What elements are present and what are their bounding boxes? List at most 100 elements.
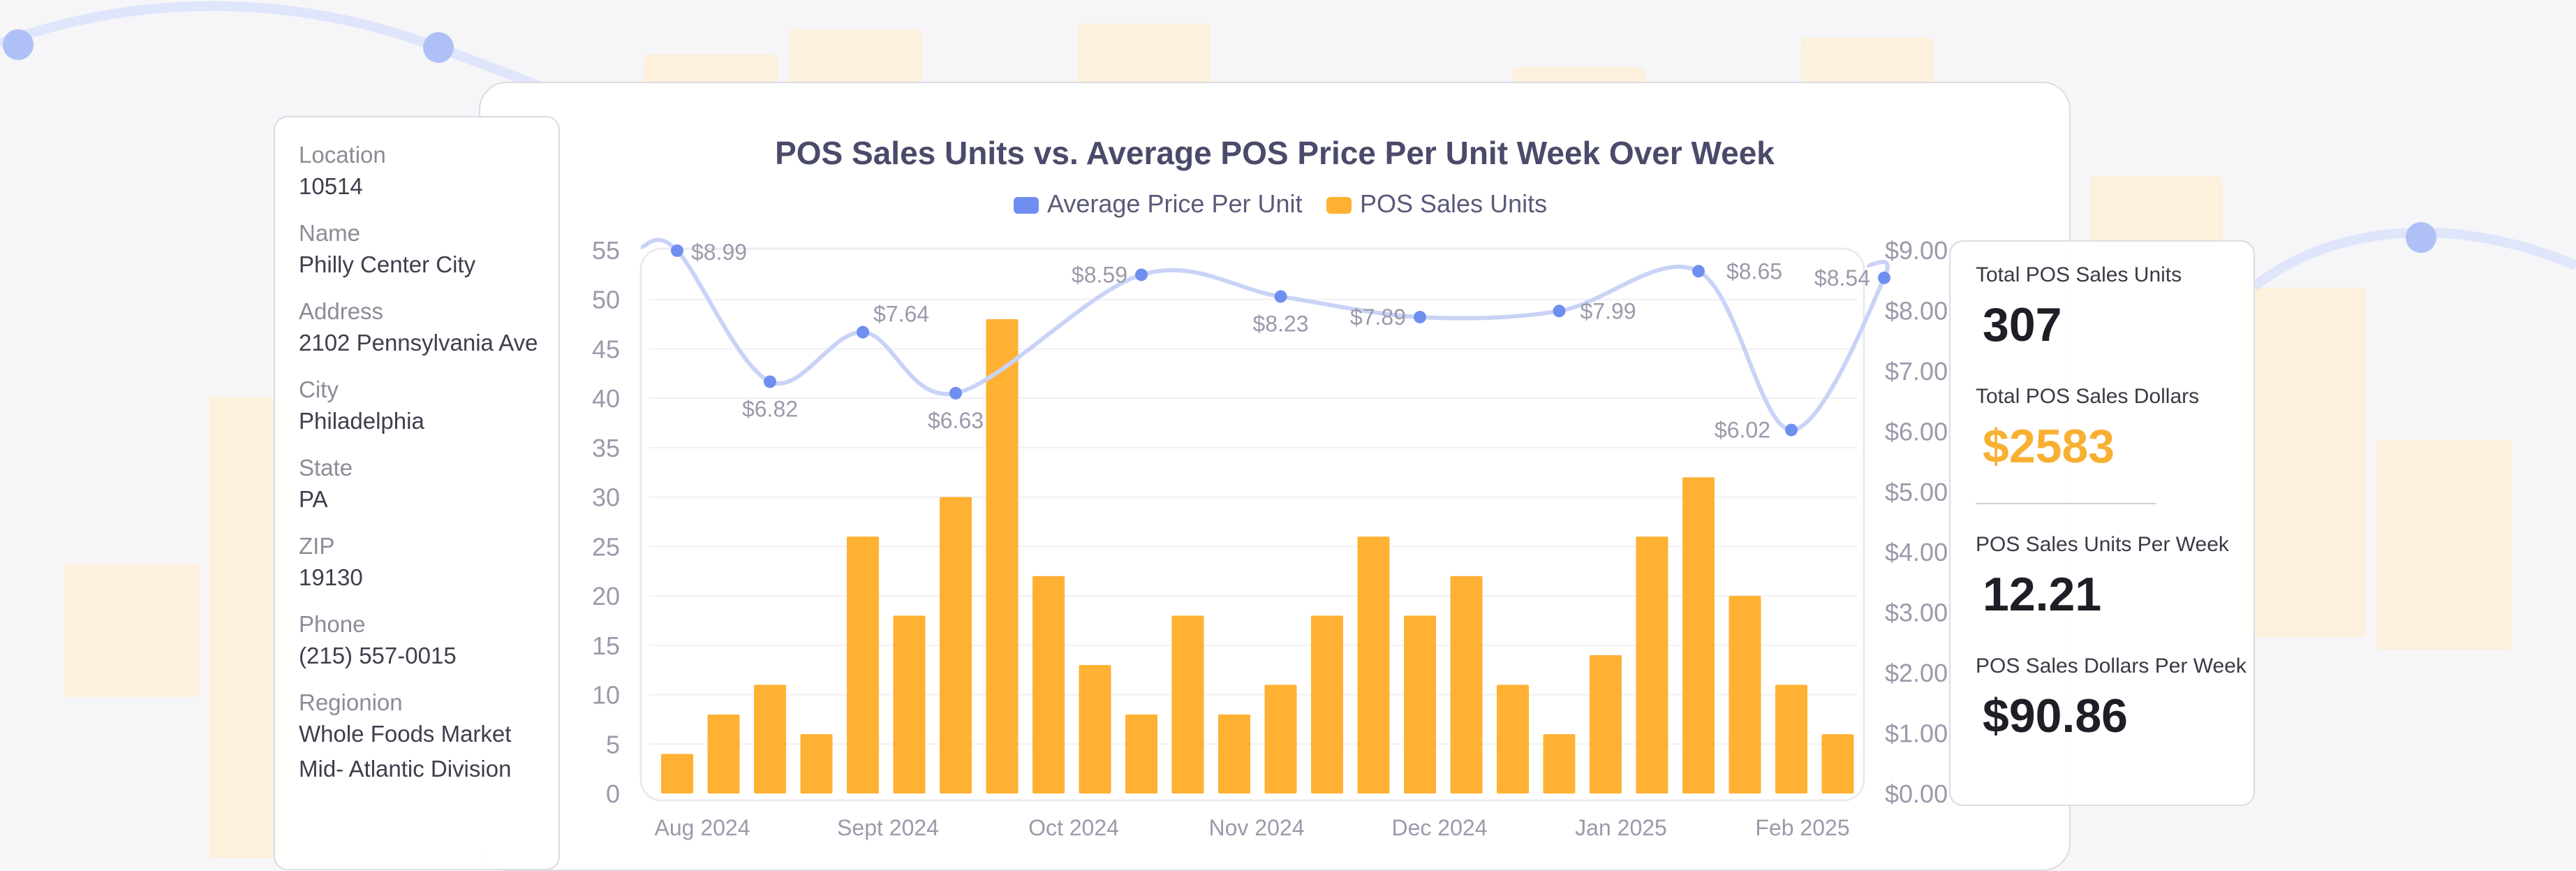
bar (1404, 615, 1436, 793)
y-tick-label: 25 (592, 532, 620, 561)
price-data-label: $7.89 (1350, 305, 1406, 330)
summary-panel: Total POS Sales Units 307 Total POS Sale… (1949, 240, 2255, 806)
price-data-label: $6.82 (742, 396, 798, 421)
price-data-label: $8.54 (1814, 265, 1870, 291)
field-value: 2102 Pennsylvania Ave (299, 330, 538, 356)
bar (800, 734, 833, 793)
bar (1311, 615, 1343, 793)
plot-area (639, 247, 1865, 802)
y2-tick-label: $4.00 (1885, 538, 1948, 566)
price-data-label: $7.99 (1581, 298, 1636, 323)
y-tick-label: 35 (592, 434, 620, 462)
bar (1590, 654, 1622, 793)
units-per-week-label: POS Sales Units Per Week (1976, 533, 2229, 556)
y-tick-label: 55 (592, 236, 620, 265)
y2-tick-label: $8.00 (1885, 296, 1948, 325)
field-label: ZIP (299, 533, 335, 559)
y2-tick-label: $5.00 (1885, 478, 1948, 506)
total-units-value: 307 (1983, 298, 2062, 351)
dollars-per-week-label: POS Sales Dollars Per Week (1976, 654, 2246, 678)
price-data-label: $8.99 (691, 240, 747, 265)
bar (1125, 714, 1157, 793)
bar (986, 319, 1019, 793)
field-value: Philly Center City (299, 251, 476, 277)
field-region: Regionion Whole Foods Market Mid- Atlant… (299, 689, 558, 786)
x-tick-label: Nov 2024 (1209, 815, 1305, 840)
price-point (1553, 305, 1566, 318)
y2-tick-label: $2.00 (1885, 659, 1948, 687)
price-point (1135, 268, 1148, 281)
field-label: Location (299, 142, 386, 168)
bar (1264, 685, 1297, 793)
x-tick-label: Dec 2024 (1392, 815, 1488, 840)
chart-title: POS Sales Units vs. Average POS Price Pe… (775, 135, 1775, 171)
y2-tick-label: $1.00 (1885, 719, 1948, 748)
line-series: $8.99 $6.82 $7.64 $6.63 $8.59 $8.23 $7.89 $7.99… (640, 237, 1890, 443)
price-point (764, 375, 776, 388)
field-label: Address (299, 298, 384, 324)
bar (1682, 477, 1715, 793)
field-value: 10514 (299, 173, 363, 199)
price-point (1692, 265, 1705, 278)
y-tick-label: 50 (592, 286, 620, 314)
legend-swatch-avg-price (1014, 197, 1039, 214)
price-data-label: $8.65 (1726, 258, 1782, 284)
y2-tick-label: $6.00 (1885, 417, 1948, 446)
bar (1032, 576, 1065, 793)
field-label: Name (299, 220, 361, 246)
bar (1729, 596, 1761, 793)
field-label: State (299, 455, 353, 481)
dollars-per-week-value: $90.86 (1983, 689, 2128, 742)
price-data-label: $6.63 (928, 408, 984, 433)
y-tick-label: 5 (606, 730, 620, 759)
field-location: Location 10514 (299, 141, 558, 204)
field-value: (215) 557-0015 (299, 643, 457, 668)
bar (661, 754, 693, 793)
bar-series (661, 319, 1854, 793)
field-label: Phone (299, 611, 366, 637)
price-point (671, 244, 683, 257)
bar (1497, 685, 1529, 793)
total-dollars-block: Total POS Sales Dollars $2583 (1976, 384, 2253, 475)
grid-lines (649, 298, 1857, 745)
bar (754, 685, 786, 793)
y-tick-label: 45 (592, 335, 620, 363)
x-tick-label: Feb 2025 (1755, 815, 1849, 840)
legend-label-units: POS Sales Units (1360, 189, 1547, 218)
x-tick-label: Sept 2024 (837, 815, 939, 840)
y-tick-label: 30 (592, 483, 620, 512)
bar (707, 714, 740, 793)
bar (1357, 536, 1390, 793)
y2-tick-label: $0.00 (1885, 779, 1948, 808)
bar (1450, 576, 1483, 793)
price-data-label: $8.23 (1252, 312, 1308, 337)
price-point (1785, 423, 1798, 437)
price-data-label: $7.64 (873, 302, 929, 327)
bar (1079, 665, 1111, 793)
y-tick-label: 10 (592, 681, 620, 710)
bar (1543, 734, 1576, 793)
y-axis-right: $9.00 $8.00 $7.00 $6.00 $5.00 $4.00 $3.00 $2.00… (1885, 236, 1948, 808)
field-value: 19130 (299, 564, 363, 590)
legend-swatch-units (1326, 197, 1352, 214)
field-value: Whole Foods Market (299, 721, 512, 747)
y2-tick-label: $3.00 (1885, 599, 1948, 627)
total-dollars-value: $2583 (1983, 420, 2115, 473)
bar (1636, 536, 1668, 793)
units-per-week-value: 12.21 (1983, 568, 2102, 621)
x-tick-label: Jan 2025 (1575, 815, 1667, 840)
store-info-panel: Location 10514 Name Philly Center City A… (274, 116, 560, 870)
field-value-line2: Mid- Atlantic Division (299, 756, 512, 782)
price-point (1878, 271, 1890, 284)
field-name: Name Philly Center City (299, 219, 558, 282)
dollars-per-week-block: POS Sales Dollars Per Week $90.86 (1976, 654, 2253, 745)
bar (847, 536, 879, 793)
field-label: City (299, 376, 339, 402)
field-value: Philadelphia (299, 408, 424, 434)
price-point (949, 386, 962, 400)
y-tick-label: 0 (606, 779, 620, 808)
bar (1171, 615, 1204, 793)
bar (1218, 714, 1250, 793)
